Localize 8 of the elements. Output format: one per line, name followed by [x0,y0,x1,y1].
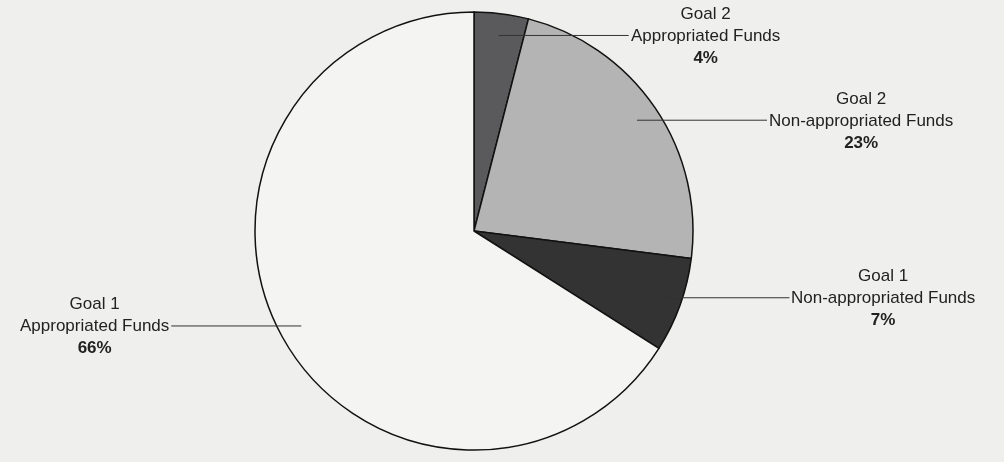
data-label: 7% [870,310,896,330]
slice-label: Goal 2 Non-appropriated Funds [769,89,954,131]
slice-label: Goal 1 Appropriated Funds [20,294,170,336]
data-label: 4% [693,48,718,68]
data-label: 66% [77,338,112,358]
slice-label: Goal 1 Non-appropriated Funds [791,266,976,308]
slice-label: Goal 2 Appropriated Funds [631,4,781,46]
data-label: 23% [844,133,879,153]
